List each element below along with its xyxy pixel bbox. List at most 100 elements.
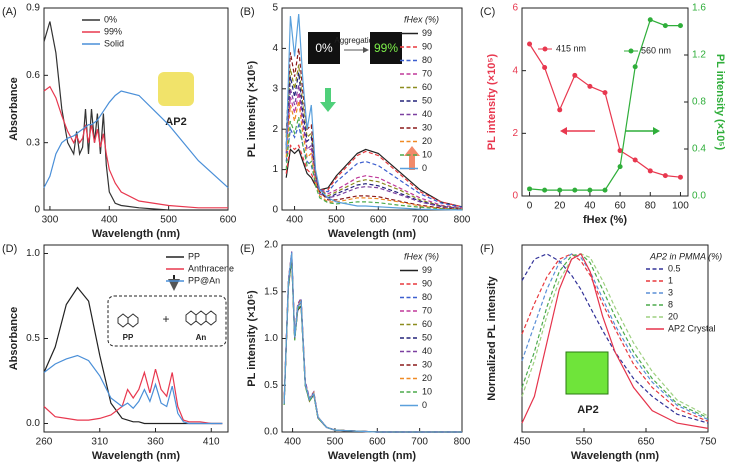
legend-label: 80 xyxy=(422,292,432,302)
point xyxy=(617,148,623,154)
point xyxy=(677,23,683,29)
annotation: 560 nm xyxy=(641,45,671,55)
x-axis-label: Wavelength (nm) xyxy=(328,228,417,240)
legend-label: 90 xyxy=(422,41,432,51)
legend-label: AP2 Crystal xyxy=(668,323,716,333)
point xyxy=(557,107,563,113)
point xyxy=(527,41,533,47)
series-line xyxy=(285,148,463,208)
x-tick-label: 260 xyxy=(36,437,53,448)
series-line xyxy=(43,354,223,425)
series-line xyxy=(521,253,709,421)
point xyxy=(557,187,563,193)
series-line xyxy=(43,286,223,425)
legend-label: 50 xyxy=(422,95,432,105)
y-tick-label: 1 xyxy=(272,164,278,175)
y-axis-label: Normalized PL intensity xyxy=(486,275,498,400)
x-tick-label: 100 xyxy=(672,201,689,212)
legend-label: 90 xyxy=(422,278,432,288)
point xyxy=(677,174,683,180)
point xyxy=(602,90,608,96)
y-tick-label: 0.6 xyxy=(26,70,40,81)
point xyxy=(542,187,548,193)
series-line xyxy=(285,48,463,210)
series-line xyxy=(43,21,228,211)
legend-label: 20 xyxy=(422,136,432,146)
series-line xyxy=(283,254,462,433)
legend-label: 20 xyxy=(668,311,678,321)
series-line xyxy=(283,252,462,433)
x-tick-label: 80 xyxy=(645,201,657,212)
x-tick-label: 500 xyxy=(160,215,177,226)
x-tick-label: 750 xyxy=(700,437,717,448)
panel-label: (E) xyxy=(240,243,255,255)
x-tick-label: 400 xyxy=(286,215,303,226)
y-tick-label: 0.5 xyxy=(26,333,40,344)
y-tick-label: 1.5 xyxy=(264,286,278,297)
series-line xyxy=(521,253,709,417)
x-tick-label: 500 xyxy=(327,437,344,448)
series-line xyxy=(521,253,709,429)
x-axis-label: Wavelength (nm) xyxy=(92,450,181,462)
legend-label: 0 xyxy=(422,400,427,410)
point xyxy=(617,164,623,170)
structure xyxy=(185,310,217,326)
legend-label: 0% xyxy=(104,14,117,24)
y2-tick-label: 1.6 xyxy=(692,3,706,14)
legend-marker xyxy=(628,48,634,54)
x-tick-label: 600 xyxy=(369,437,386,448)
point xyxy=(647,17,653,23)
legend-label: 99% xyxy=(104,26,122,36)
plot-frame xyxy=(521,244,709,433)
legend-label: PP@An xyxy=(188,275,220,285)
x-tick-label: 60 xyxy=(615,201,627,212)
plot-frame xyxy=(281,7,463,211)
point xyxy=(632,64,638,70)
y-tick-label: 4 xyxy=(272,43,278,54)
y-tick-label: 4 xyxy=(512,65,518,76)
annotation: AP2 xyxy=(165,116,186,128)
y-axis-label: Absorbance xyxy=(8,77,20,141)
series-line xyxy=(528,43,681,178)
x-tick-label: 300 xyxy=(42,215,59,226)
series-line xyxy=(283,256,462,433)
legend-label: 30 xyxy=(422,122,432,132)
legend-label: 40 xyxy=(422,346,432,356)
annotation: PP xyxy=(123,333,134,342)
y-tick-label: 0.5 xyxy=(264,380,278,391)
legend-label: Solid xyxy=(104,38,124,48)
x-tick-label: 800 xyxy=(454,215,471,226)
legend-label: 99 xyxy=(422,265,432,275)
series-line xyxy=(285,14,463,211)
x-tick-label: 600 xyxy=(220,215,237,226)
panel-label: (C) xyxy=(480,6,495,18)
point xyxy=(662,173,668,179)
y-tick-label: 2.0 xyxy=(264,240,278,251)
legend-label: 40 xyxy=(422,109,432,119)
y2-tick-label: 0.4 xyxy=(692,144,706,155)
y-tick-label: 0.9 xyxy=(26,3,40,14)
legend-label: 50 xyxy=(422,332,432,342)
x-tick-label: 500 xyxy=(328,215,345,226)
annotation: + xyxy=(162,312,169,326)
arrow-head xyxy=(653,127,660,135)
annotation: An xyxy=(196,333,207,342)
x-tick-label: 700 xyxy=(412,215,429,226)
series-line xyxy=(283,257,462,433)
x-tick-label: 20 xyxy=(554,201,566,212)
annotation: AP2 xyxy=(577,404,598,416)
y-axis-label: PL intensity (×10⁵) xyxy=(246,60,258,157)
x-tick-label: 360 xyxy=(147,437,164,448)
y-tick-label: 0 xyxy=(272,205,278,216)
series-line xyxy=(521,253,709,419)
y-tick-label: 3 xyxy=(272,83,278,94)
y-tick-label: 5 xyxy=(272,3,278,14)
legend-label: Anthracene xyxy=(188,263,234,273)
powder-image xyxy=(158,72,194,106)
series-line xyxy=(285,144,463,208)
point xyxy=(527,186,533,192)
panel-label: (B) xyxy=(240,6,255,18)
point xyxy=(632,157,638,163)
x-tick-label: 400 xyxy=(284,437,301,448)
